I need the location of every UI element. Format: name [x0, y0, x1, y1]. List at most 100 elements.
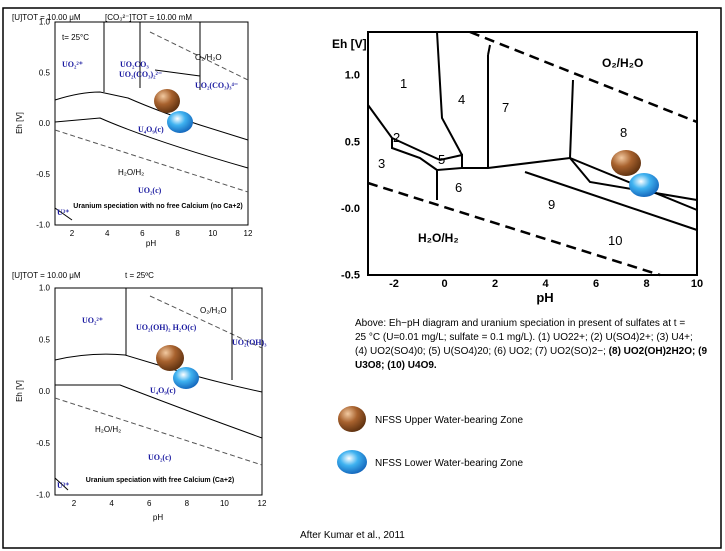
x-tick-label: 4: [542, 278, 549, 290]
upper-zone-marker: [154, 89, 180, 113]
y-tick-label: 1.0: [39, 18, 51, 27]
x-tick-label: 6: [140, 229, 145, 238]
region-labels: 1 2 3 4 5 6 7 8 9 10: [378, 76, 627, 248]
region: 1: [400, 76, 407, 91]
y-tick-label: 0.0: [39, 387, 51, 396]
h2-line: [55, 130, 248, 192]
species: UO₂²⁺: [62, 60, 83, 69]
lower-zone-marker: [629, 173, 659, 197]
species: UO₂CO₃: [120, 60, 149, 69]
caption: Uranium speciation with no free Calcium …: [73, 203, 242, 210]
y-label: Eh [V]: [15, 112, 24, 134]
x-tick-label: 8: [175, 229, 180, 238]
y-tick-label: 0.5: [345, 136, 360, 148]
x-tick-label: 0: [441, 278, 447, 290]
caption-bold: U3O8; (10) U4O9.: [355, 360, 437, 371]
figure: [U]TOT = 10.00 μM [CO₃²⁻]TOT = 10.00 mM …: [0, 0, 725, 551]
panel-right: Eh [V] pH 1 2 3 4 5 6 7 8 9 10 O₂/H₂O H₂…: [332, 32, 697, 305]
species: UO₂(CO₃)₂²⁻: [119, 70, 162, 79]
o2-label: O₂/H₂O: [602, 56, 643, 70]
header: [CO₃²⁻]TOT = 10.00 mM: [105, 13, 192, 22]
panel-bottom-left: [U]TOT = 10.00 μM t = 25ºC Eh [V] pH UO₂…: [12, 271, 267, 522]
y-tick-label: -0.5: [36, 170, 50, 179]
species-labels: t= 25°C UO₂²⁺ UO₂CO₃ UO₂(CO₃)₂²⁻ O₂/H₂O …: [57, 33, 238, 217]
legend-swatch: [338, 406, 366, 432]
temp: t= 25°C: [62, 33, 89, 42]
y-label: Eh [V]: [15, 380, 24, 402]
lower-zone-marker: [167, 111, 193, 133]
species: U₄O₉(c): [138, 125, 164, 134]
x-label: pH: [153, 513, 163, 522]
y-tick-label: 0.0: [39, 119, 51, 128]
species: UO₂(CO₃)₃⁴⁻: [195, 81, 238, 90]
x-tick-label: -2: [389, 278, 399, 290]
lower-zone-marker: [173, 367, 199, 389]
x-tick-label: 12: [244, 229, 253, 238]
region: 9: [548, 197, 555, 212]
x-tick-label: 4: [105, 229, 110, 238]
upper-zone-marker: [611, 150, 641, 176]
y-tick-label: -0.5: [341, 270, 360, 282]
caption-line: Above: Eh−pH diagram and uranium speciat…: [355, 318, 685, 329]
header: t = 25ºC: [125, 271, 154, 280]
boundary: [488, 45, 573, 158]
y-tick-label: -1.0: [36, 221, 50, 230]
y-tick-label: 0.5: [39, 68, 51, 77]
region: 5: [438, 152, 445, 167]
x-tick-label: 8: [185, 499, 190, 508]
x-tick-label: 8: [643, 278, 649, 290]
y-tick-label: 1.0: [345, 70, 360, 82]
caption: Above: Eh−pH diagram and uranium speciat…: [355, 318, 710, 371]
x-tick-label: 12: [258, 499, 267, 508]
region: 2: [393, 130, 400, 145]
y-tick-label: -0.0: [341, 203, 360, 215]
h2-label: H₂O/H₂: [118, 168, 144, 177]
y-tick-label: 0.5: [39, 335, 51, 344]
y-tick-label: -0.5: [36, 439, 50, 448]
o2-label: O₂/H₂O: [195, 53, 222, 62]
x-tick-label: 2: [70, 229, 75, 238]
upper-zone-marker: [156, 345, 184, 371]
y-label: Eh [V]: [332, 37, 367, 51]
species: UO₂(OH)₃: [232, 338, 267, 347]
x-tick-label: 10: [208, 229, 217, 238]
caption-line: 25 °C (U=0.01 mg/L; sulfate = 0.1 mg/L).…: [355, 332, 693, 343]
region: 7: [502, 100, 509, 115]
region: 8: [620, 125, 627, 140]
region: 4: [458, 92, 465, 107]
boundary: [368, 105, 462, 200]
species: U₄O₉(c): [150, 386, 176, 395]
species: U³⁺: [57, 208, 69, 217]
caption-bold: (8) UO2(OH)2H2O; (9: [609, 346, 708, 357]
species: UO₂(c): [138, 186, 162, 195]
species: U³⁺: [57, 481, 69, 490]
legend-swatch: [337, 450, 367, 474]
species: UO₂²⁺: [82, 316, 103, 325]
species: UO₂(OH)₂ H₂O(c): [136, 323, 197, 332]
source: After Kumar et al., 2011: [300, 530, 405, 541]
o2-label: O₂/H₂O: [200, 306, 227, 315]
x-tick-label: 10: [220, 499, 229, 508]
region: 10: [608, 233, 622, 248]
legend-label: NFSS Lower Water-bearing Zone: [375, 458, 523, 469]
caption-line: (4) UO2(SO4)0; (5) U(SO4)20; (6) UO2; (7…: [355, 346, 609, 357]
x-label: pH: [146, 239, 156, 248]
x-tick-label: 10: [691, 278, 703, 290]
boundary: [525, 158, 697, 230]
panel-top-left: [U]TOT = 10.00 μM [CO₃²⁻]TOT = 10.00 mM …: [12, 13, 248, 248]
legend-label: NFSS Upper Water-bearing Zone: [375, 415, 523, 426]
x-tick-label: 4: [109, 499, 114, 508]
header: [U]TOT = 10.00 μM: [12, 271, 81, 280]
h2-label: H₂O/H₂: [418, 231, 459, 245]
y-tick-label: -1.0: [36, 491, 50, 500]
x-tick-label: 2: [492, 278, 498, 290]
region: 3: [378, 156, 385, 171]
x-tick-label: 6: [147, 499, 152, 508]
caption: Uranium speciation with free Calcium (Ca…: [86, 477, 234, 484]
x-tick-label: 2: [72, 499, 77, 508]
x-tick-label: 6: [593, 278, 599, 290]
h2-label: H₂O/H₂: [95, 425, 121, 434]
y-tick-label: 1.0: [39, 284, 51, 293]
species: UO₂(c): [148, 453, 172, 462]
region: 6: [455, 180, 462, 195]
